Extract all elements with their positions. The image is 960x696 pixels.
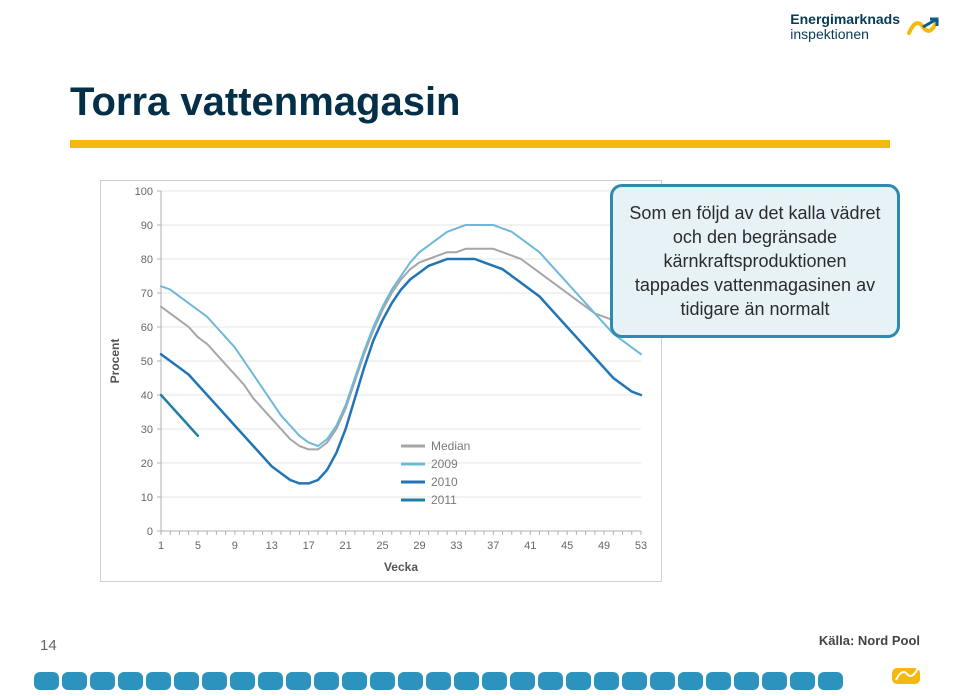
svg-text:0: 0: [147, 526, 153, 538]
footer-pill: [566, 672, 591, 690]
svg-text:2009: 2009: [431, 457, 458, 471]
svg-text:5: 5: [195, 540, 201, 552]
svg-text:80: 80: [141, 254, 153, 266]
footer-pill: [594, 672, 619, 690]
footer-pill: [762, 672, 787, 690]
brand-text: Energimarknads inspektionen: [790, 12, 900, 42]
svg-text:1: 1: [158, 540, 164, 552]
svg-text:Procent: Procent: [108, 339, 122, 384]
callout-box: Som en följd av det kalla vädret och den…: [610, 184, 900, 338]
footer-pill: [398, 672, 423, 690]
svg-text:9: 9: [232, 540, 238, 552]
svg-text:Median: Median: [431, 439, 470, 453]
footer-pill: [538, 672, 563, 690]
svg-text:25: 25: [376, 540, 388, 552]
brand-icon: [906, 13, 940, 41]
svg-text:90: 90: [141, 220, 153, 232]
footer-pill: [454, 672, 479, 690]
footer-pills: [34, 672, 843, 690]
footer-icon: [892, 662, 920, 684]
footer-pill: [734, 672, 759, 690]
footer-pill: [706, 672, 731, 690]
svg-text:2011: 2011: [431, 493, 457, 507]
svg-text:53: 53: [635, 540, 647, 552]
brand-line1: Energimarknads: [790, 11, 900, 27]
svg-text:29: 29: [413, 540, 425, 552]
footer-pill: [258, 672, 283, 690]
svg-text:13: 13: [266, 540, 278, 552]
svg-text:33: 33: [450, 540, 462, 552]
footer-pill: [34, 672, 59, 690]
svg-text:100: 100: [135, 186, 153, 198]
svg-text:20: 20: [141, 458, 153, 470]
footer-pill: [510, 672, 535, 690]
svg-text:50: 50: [141, 356, 153, 368]
page-number: 14: [40, 637, 57, 654]
callout-text: Som en följd av det kalla vädret och den…: [629, 203, 880, 319]
footer-pill: [202, 672, 227, 690]
page-title: Torra vattenmagasin: [70, 80, 461, 125]
footer-pill: [118, 672, 143, 690]
svg-text:49: 49: [598, 540, 610, 552]
footer-pill: [622, 672, 647, 690]
footer-pill: [650, 672, 675, 690]
svg-text:2010: 2010: [431, 475, 458, 489]
title-rule: [70, 140, 890, 148]
svg-text:30: 30: [141, 424, 153, 436]
svg-text:17: 17: [303, 540, 315, 552]
footer-pill: [678, 672, 703, 690]
brand-line2: inspektionen: [790, 26, 869, 42]
footer-pill: [230, 672, 255, 690]
footer-pill: [790, 672, 815, 690]
footer-pill: [286, 672, 311, 690]
footer-pill: [426, 672, 451, 690]
footer-pill: [146, 672, 171, 690]
svg-text:40: 40: [141, 390, 153, 402]
footer-pill: [174, 672, 199, 690]
brand-logo: Energimarknads inspektionen: [790, 12, 940, 42]
footer-pill: [370, 672, 395, 690]
svg-text:21: 21: [339, 540, 351, 552]
svg-text:10: 10: [141, 492, 153, 504]
footer-pill: [482, 672, 507, 690]
svg-text:37: 37: [487, 540, 499, 552]
source-label: Källa: Nord Pool: [819, 633, 920, 648]
footer-pill: [818, 672, 843, 690]
footer-pill: [90, 672, 115, 690]
footer-pill: [314, 672, 339, 690]
svg-text:41: 41: [524, 540, 536, 552]
footer-pill: [62, 672, 87, 690]
svg-text:45: 45: [561, 540, 573, 552]
footer-pill: [342, 672, 367, 690]
svg-text:70: 70: [141, 288, 153, 300]
svg-text:60: 60: [141, 322, 153, 334]
svg-text:Vecka: Vecka: [384, 560, 418, 574]
